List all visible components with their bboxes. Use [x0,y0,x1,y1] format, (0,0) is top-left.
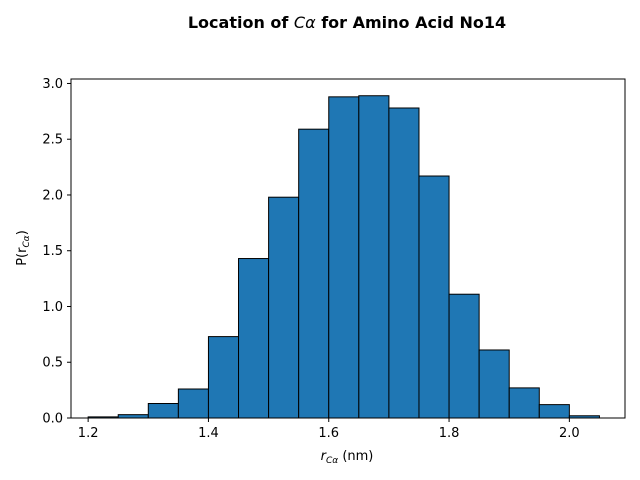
x-tick-label: 1.8 [439,426,460,441]
y-tick-label: 2.5 [42,133,63,148]
histogram-bar [117,414,149,419]
y-tick-label: 2.0 [42,188,63,203]
y-tick-label: 0.0 [42,412,63,427]
x-tick-label: 1.4 [198,426,219,441]
x-tick-label: 1.2 [78,426,99,441]
histogram-bar [207,336,240,419]
x-tick-label: 2.0 [559,426,580,441]
histogram-bar [268,196,300,419]
y-tick-label: 1.5 [42,244,63,259]
histogram-bar [177,388,209,419]
histogram-bar [478,349,510,419]
chart-title: Location of Cα for Amino Acid No14 [188,13,506,32]
y-tick-label: 1.0 [42,300,63,315]
histogram-bar [328,96,360,419]
x-axis-ticks: 1.2 1.4 1.6 1.8 2.0 [78,418,580,441]
x-axis-label: rCα (nm) [321,449,374,466]
y-tick-label: 3.0 [42,77,63,92]
y-axis-ticks: 0.0 0.5 1.0 1.5 2.0 2.5 3.0 [42,77,71,427]
plot-frame [70,78,626,419]
histogram-bar [358,95,390,419]
histogram-bar [538,404,570,419]
bars-group [87,95,600,419]
histogram-bar [147,403,179,419]
x-tick-label: 1.6 [318,426,339,441]
histogram-bar [298,128,330,419]
y-axis-label: P(rCα) [15,230,32,266]
y-tick-label: 0.5 [42,356,63,371]
histogram-bar [238,258,270,419]
histogram-bar [508,387,540,419]
histogram-bar [418,175,450,419]
histogram-bar [448,293,480,419]
histogram-bar [388,107,420,419]
